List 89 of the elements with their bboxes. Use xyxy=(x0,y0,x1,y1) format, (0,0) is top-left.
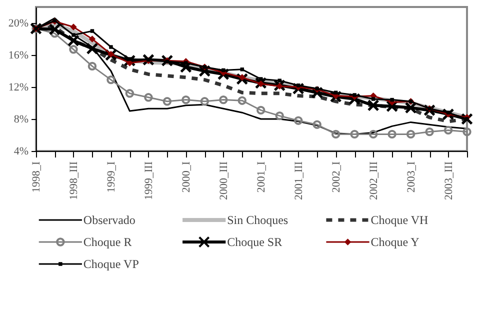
point xyxy=(240,68,244,72)
point xyxy=(352,93,356,97)
point xyxy=(350,130,359,139)
point xyxy=(368,130,378,139)
point xyxy=(444,126,453,135)
point xyxy=(238,96,246,105)
point xyxy=(425,127,434,136)
point xyxy=(446,110,450,114)
x-tick-label: 2000_III xyxy=(218,161,230,200)
y-tick-label: 4% xyxy=(14,146,28,158)
point xyxy=(311,86,324,99)
point xyxy=(236,73,248,85)
point xyxy=(371,97,376,101)
point xyxy=(217,68,230,80)
point xyxy=(294,116,303,125)
point xyxy=(184,61,188,65)
point xyxy=(182,95,190,104)
point xyxy=(406,130,416,139)
point xyxy=(104,49,117,61)
point xyxy=(86,42,98,55)
point xyxy=(124,54,136,67)
legend-label: Observado xyxy=(83,213,136,227)
point xyxy=(275,111,284,120)
x-tick-label: 2002_I xyxy=(330,161,342,193)
point xyxy=(109,45,113,49)
point xyxy=(180,61,192,73)
point xyxy=(90,29,94,33)
point xyxy=(274,79,286,92)
point xyxy=(388,130,396,139)
y-tick-label: 8% xyxy=(14,114,28,126)
point xyxy=(276,82,283,90)
point xyxy=(48,23,61,36)
point xyxy=(88,62,97,71)
point xyxy=(390,98,394,102)
point xyxy=(108,50,114,58)
x-tick-label: 2001_III xyxy=(292,161,305,200)
x-tick-label: 1998_I xyxy=(30,161,42,193)
point xyxy=(258,80,264,88)
point xyxy=(222,68,226,72)
point xyxy=(72,33,76,37)
point xyxy=(404,102,417,114)
point xyxy=(348,93,361,105)
point xyxy=(259,77,263,81)
point xyxy=(219,95,228,104)
point xyxy=(386,100,398,112)
y-tick-label: 16% xyxy=(8,50,28,62)
point xyxy=(331,130,340,139)
x-tick-label: 1998_III xyxy=(68,161,80,200)
x-tick-label: 2003_III xyxy=(442,161,455,200)
legend-label: Sin Choques xyxy=(227,213,288,227)
point xyxy=(125,89,134,98)
point xyxy=(52,18,57,22)
point xyxy=(312,120,322,129)
point xyxy=(126,60,134,66)
point xyxy=(238,74,246,81)
x-tick-label: 2003_I xyxy=(405,161,418,193)
point xyxy=(296,84,300,88)
point xyxy=(88,36,96,42)
point xyxy=(70,24,77,30)
point xyxy=(278,78,282,82)
legend-label: Choque VP xyxy=(83,257,140,271)
point xyxy=(162,97,172,106)
legend-label: Choque SR xyxy=(227,235,282,249)
point xyxy=(200,97,210,106)
point xyxy=(128,57,132,61)
point xyxy=(330,90,342,103)
x-tick-label: 1999_III xyxy=(142,161,155,200)
point xyxy=(254,77,267,89)
legend-label: Choque Y xyxy=(370,235,420,249)
point xyxy=(67,34,80,47)
point xyxy=(198,65,211,77)
point xyxy=(292,82,304,95)
point xyxy=(442,108,454,120)
x-tick-label: 2000_I xyxy=(180,161,192,193)
y-tick-label: 20% xyxy=(8,18,28,30)
x-tick-label: 2001_I xyxy=(255,161,268,193)
y-tick-label: 12% xyxy=(8,82,28,94)
point xyxy=(256,106,266,115)
point xyxy=(106,75,116,84)
point xyxy=(144,93,153,102)
point xyxy=(315,86,319,90)
point xyxy=(367,99,380,112)
x-tick-label: 1999_I xyxy=(105,161,118,193)
legend-label: Choque VH xyxy=(370,213,429,227)
point xyxy=(334,90,338,94)
legend-label: Choque R xyxy=(83,235,132,249)
point xyxy=(69,45,78,54)
x-tick-label: 2002_III xyxy=(368,161,380,200)
point xyxy=(424,104,436,116)
